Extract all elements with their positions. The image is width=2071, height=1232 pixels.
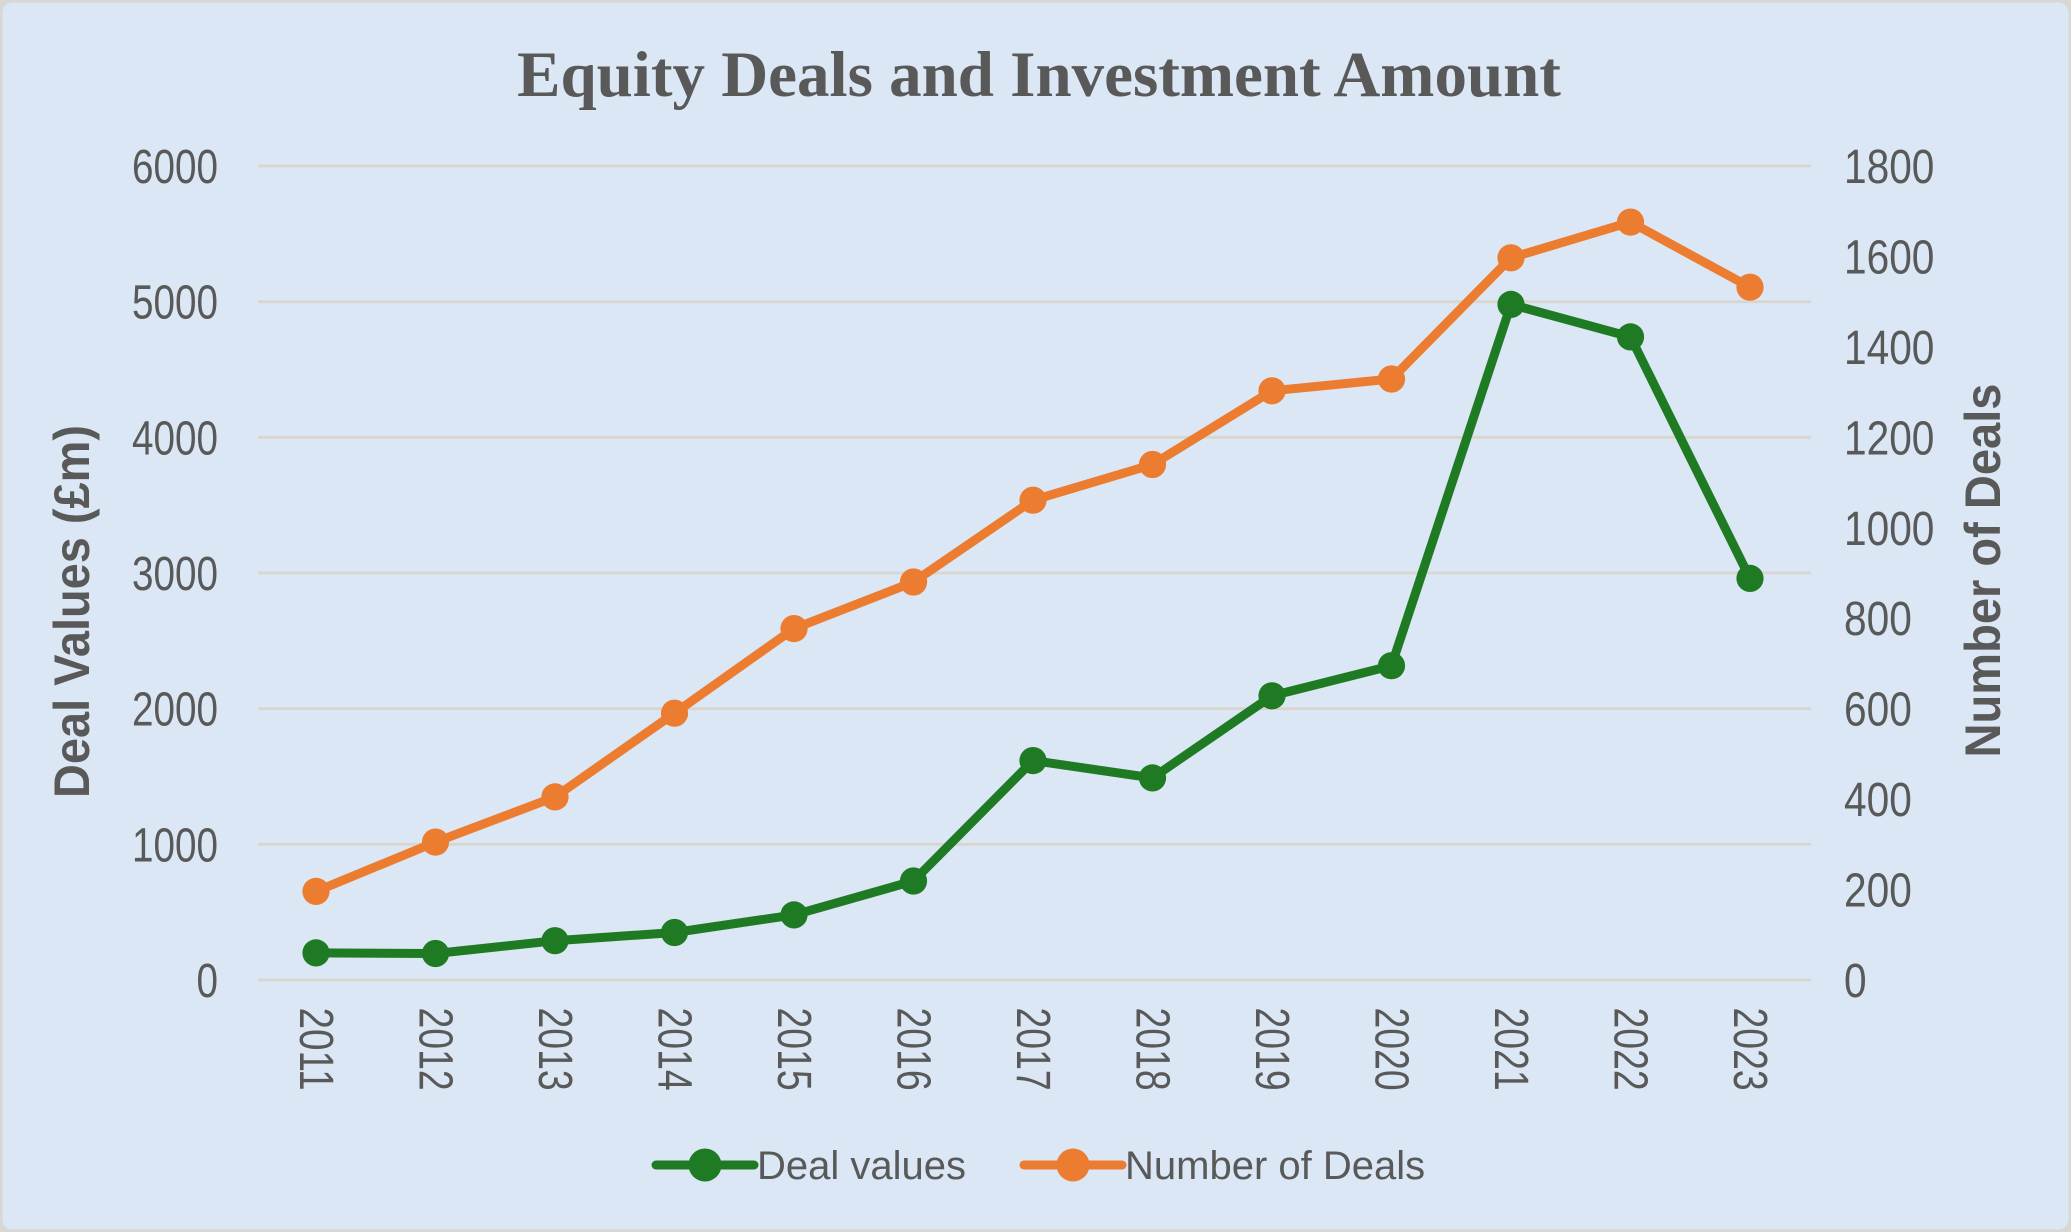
svg-text:2015: 2015 bbox=[767, 1008, 820, 1091]
svg-text:1800: 1800 bbox=[1844, 141, 1934, 194]
svg-text:0: 0 bbox=[197, 955, 219, 1008]
svg-text:5000: 5000 bbox=[132, 277, 218, 330]
svg-text:600: 600 bbox=[1844, 684, 1912, 737]
svg-text:2017: 2017 bbox=[1006, 1008, 1059, 1091]
svg-text:Equity Deals and Investment Am: Equity Deals and Investment Amount bbox=[517, 39, 1561, 111]
svg-text:2016: 2016 bbox=[887, 1008, 940, 1091]
svg-text:2018: 2018 bbox=[1126, 1008, 1179, 1091]
svg-text:Number of Deals: Number of Deals bbox=[1955, 384, 2011, 758]
svg-text:2011: 2011 bbox=[289, 1008, 342, 1091]
svg-text:6000: 6000 bbox=[132, 141, 218, 194]
svg-text:400: 400 bbox=[1844, 774, 1912, 827]
svg-text:1400: 1400 bbox=[1844, 322, 1934, 375]
svg-text:1000: 1000 bbox=[132, 819, 218, 872]
svg-text:800: 800 bbox=[1844, 593, 1912, 646]
svg-text:1600: 1600 bbox=[1844, 231, 1934, 284]
svg-text:4000: 4000 bbox=[132, 412, 218, 465]
svg-text:200: 200 bbox=[1844, 865, 1912, 918]
svg-text:2023: 2023 bbox=[1723, 1008, 1776, 1091]
svg-text:1000: 1000 bbox=[1844, 503, 1934, 556]
svg-text:Number of Deals: Number of Deals bbox=[1125, 1144, 1425, 1188]
svg-text:2012: 2012 bbox=[409, 1008, 462, 1091]
svg-text:3000: 3000 bbox=[132, 548, 218, 601]
svg-text:2000: 2000 bbox=[132, 684, 218, 737]
svg-text:2022: 2022 bbox=[1604, 1008, 1657, 1091]
svg-text:2020: 2020 bbox=[1365, 1008, 1418, 1091]
svg-text:0: 0 bbox=[1844, 955, 1867, 1008]
svg-text:2014: 2014 bbox=[648, 1008, 701, 1091]
svg-text:2019: 2019 bbox=[1245, 1008, 1298, 1091]
svg-text:2021: 2021 bbox=[1484, 1008, 1537, 1091]
svg-text:2013: 2013 bbox=[528, 1008, 581, 1091]
svg-text:1200: 1200 bbox=[1844, 412, 1934, 465]
svg-text:Deal values: Deal values bbox=[757, 1144, 966, 1188]
svg-text:Deal Values (£m): Deal Values (£m) bbox=[44, 425, 100, 798]
